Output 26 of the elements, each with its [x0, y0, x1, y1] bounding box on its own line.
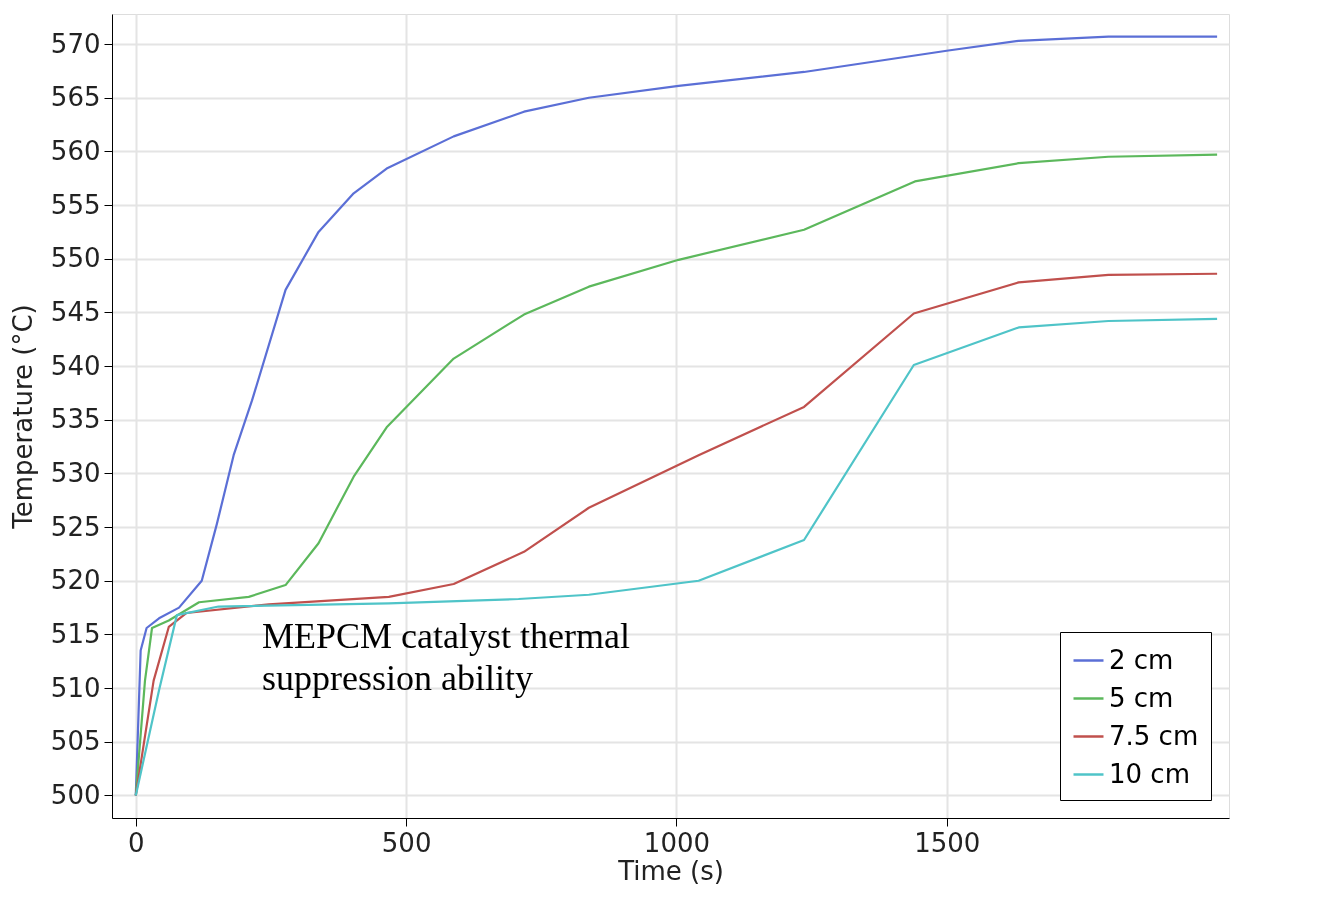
y-tick-label: 510: [50, 672, 101, 703]
y-tick-label: 540: [50, 350, 101, 381]
legend-label: 10 cm: [1109, 758, 1190, 789]
y-tick-label: 515: [50, 618, 101, 649]
y-tick-label: 565: [50, 82, 101, 113]
y-tick-label: 555: [50, 189, 101, 220]
y-tick-label: 500: [50, 779, 101, 810]
y-axis-title: Temperature (°C): [7, 304, 38, 530]
y-tick-label: 505: [50, 726, 101, 757]
y-tick-label: 550: [50, 243, 101, 274]
legend-label: 2 cm: [1109, 644, 1174, 675]
annotation: MEPCM catalyst thermal suppression ability: [262, 616, 630, 698]
y-tick-label: 535: [50, 404, 101, 435]
y-tick-label: 530: [50, 457, 101, 488]
y-tick-label: 570: [50, 28, 101, 59]
legend-label: 7.5 cm: [1109, 720, 1199, 751]
x-tick-label: 500: [381, 827, 432, 858]
legend-label: 5 cm: [1109, 682, 1174, 713]
y-tick-label: 545: [50, 296, 101, 327]
y-tick-label: 560: [50, 135, 101, 166]
x-axis-title: Time (s): [617, 855, 724, 886]
x-tick-label: 1500: [914, 827, 981, 858]
x-tick-label: 1000: [643, 827, 711, 858]
y-tick-label: 520: [50, 565, 101, 596]
y-tick-label: 525: [50, 511, 101, 542]
x-tick-label: 0: [128, 827, 145, 858]
